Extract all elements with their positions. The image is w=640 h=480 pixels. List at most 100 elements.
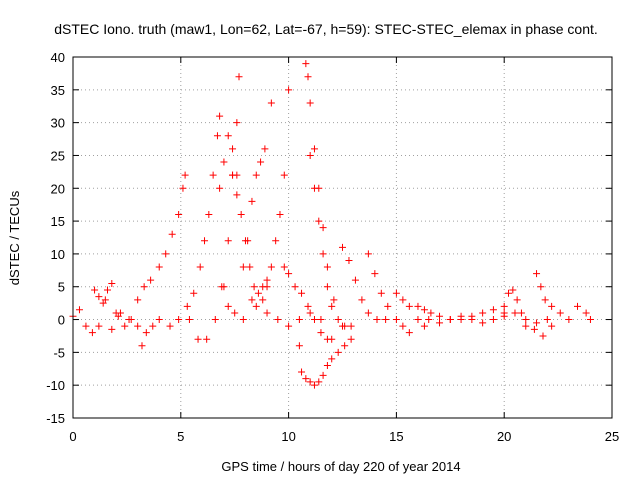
data-point	[556, 309, 564, 317]
data-point	[405, 302, 413, 310]
data-point	[479, 309, 487, 317]
data-point	[345, 256, 353, 264]
y-tick-label: -5	[53, 345, 65, 360]
data-point	[211, 316, 219, 324]
data-point	[235, 73, 243, 81]
data-points	[69, 60, 594, 389]
data-point	[500, 302, 508, 310]
data-point	[399, 296, 407, 304]
data-point	[257, 158, 265, 166]
data-point	[220, 158, 228, 166]
data-point	[166, 322, 174, 330]
data-point	[543, 316, 551, 324]
data-point	[457, 312, 465, 320]
data-point	[364, 309, 372, 317]
data-point	[330, 296, 338, 304]
y-tick-label: 40	[51, 50, 65, 65]
data-point	[310, 316, 318, 324]
data-point	[489, 316, 497, 324]
data-point	[138, 342, 146, 350]
data-point	[468, 316, 476, 324]
data-point	[125, 316, 133, 324]
data-point	[149, 322, 157, 330]
data-point	[377, 289, 385, 297]
data-point	[237, 211, 245, 219]
data-point	[315, 217, 323, 225]
data-point	[95, 293, 103, 301]
data-point	[334, 316, 342, 324]
data-point	[155, 263, 163, 271]
data-point	[351, 276, 359, 284]
data-point	[310, 145, 318, 153]
data-point	[548, 322, 556, 330]
data-point	[252, 171, 260, 179]
data-point	[522, 322, 530, 330]
data-point	[108, 279, 116, 287]
data-point	[306, 151, 314, 159]
y-tick-label: 10	[51, 247, 65, 262]
data-point	[304, 302, 312, 310]
data-point	[254, 289, 262, 297]
data-point	[306, 99, 314, 107]
x-axis-label: GPS time / hours of day 220 of year 2014	[221, 459, 460, 474]
data-point	[95, 322, 103, 330]
grid-lines	[73, 57, 612, 418]
data-point	[317, 316, 325, 324]
data-point	[229, 145, 237, 153]
data-point	[239, 316, 247, 324]
data-point	[267, 263, 275, 271]
data-point	[103, 286, 111, 294]
data-point	[285, 270, 293, 278]
data-point	[399, 322, 407, 330]
data-point	[500, 312, 508, 320]
y-tick-label: 35	[51, 83, 65, 98]
data-point	[425, 316, 433, 324]
data-point	[533, 270, 541, 278]
data-point	[298, 289, 306, 297]
data-point	[203, 335, 211, 343]
data-point	[517, 309, 525, 317]
data-point	[205, 211, 213, 219]
data-point	[364, 250, 372, 258]
data-point	[384, 302, 392, 310]
data-point	[162, 250, 170, 258]
data-point	[285, 322, 293, 330]
data-point	[216, 112, 224, 120]
data-point	[224, 237, 232, 245]
data-point	[108, 325, 116, 333]
data-point	[196, 263, 204, 271]
data-point	[239, 263, 247, 271]
data-point	[280, 171, 288, 179]
data-point	[267, 99, 275, 107]
data-point	[233, 191, 241, 199]
data-point	[175, 211, 183, 219]
data-point	[116, 309, 124, 317]
data-point	[319, 371, 327, 379]
data-point	[295, 342, 303, 350]
data-point	[244, 237, 252, 245]
data-point	[537, 283, 545, 291]
data-point	[373, 316, 381, 324]
data-point	[302, 375, 310, 383]
data-point	[91, 286, 99, 294]
data-point	[246, 263, 254, 271]
data-point	[147, 276, 155, 284]
data-point	[88, 329, 96, 337]
data-point	[263, 309, 271, 317]
data-point	[319, 250, 327, 258]
data-point	[392, 289, 400, 297]
x-tick-label: 10	[281, 429, 295, 444]
data-point	[509, 286, 517, 294]
data-point	[371, 270, 379, 278]
data-point	[233, 119, 241, 127]
data-point	[405, 329, 413, 337]
data-point	[75, 306, 83, 314]
data-point	[446, 316, 454, 324]
data-point	[513, 296, 521, 304]
x-tick-label: 15	[389, 429, 403, 444]
data-point	[250, 283, 258, 291]
data-point	[328, 302, 336, 310]
data-point	[263, 283, 271, 291]
data-point	[341, 322, 349, 330]
data-point	[285, 86, 293, 94]
